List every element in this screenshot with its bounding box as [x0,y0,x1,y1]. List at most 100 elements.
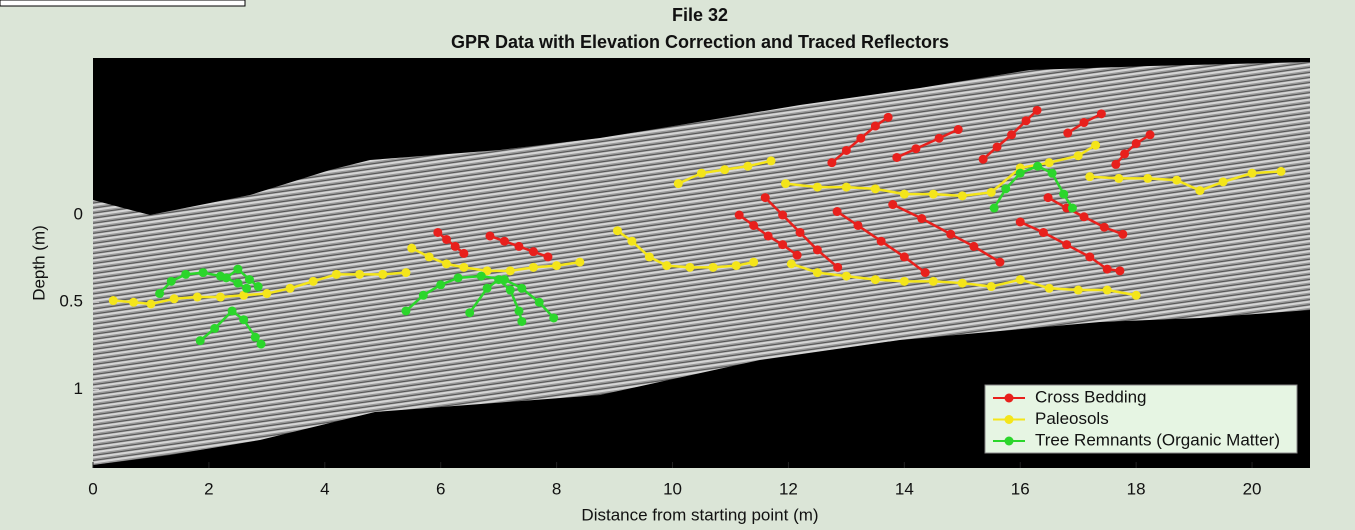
point [215,292,225,302]
point [1063,128,1073,138]
point [760,193,770,203]
point [1015,168,1025,178]
y-tick-label: 1 [74,379,83,398]
point [1131,290,1141,300]
point [812,182,822,192]
point [1015,217,1025,227]
point [743,161,753,171]
point [957,278,967,288]
point [986,282,996,292]
point [1067,203,1077,213]
point [181,269,191,279]
corner-box [0,0,246,7]
point [1001,184,1011,194]
point [505,266,515,276]
point [1143,173,1153,183]
point [253,282,263,292]
point [1247,168,1257,178]
point [552,261,562,271]
point [378,269,388,279]
point [129,297,139,307]
point [239,315,249,325]
point [720,165,730,175]
point [888,200,898,210]
point [549,313,559,323]
point [1033,161,1043,171]
chart-title: File 32 [672,5,728,25]
point [233,278,243,288]
point [832,207,842,217]
point [242,283,252,293]
point [1015,275,1025,285]
x-tick-label: 12 [779,479,798,498]
point [505,285,515,295]
chart-subtitle: GPR Data with Elevation Correction and T… [451,32,949,52]
point [221,273,231,283]
point [1062,240,1072,250]
point [870,275,880,285]
x-tick-label: 18 [1127,479,1146,498]
point [1007,130,1017,140]
point [841,145,851,155]
point [928,276,938,286]
x-tick-label: 20 [1243,479,1262,498]
point [517,283,527,293]
y-tick-label: 0.5 [59,292,83,311]
point [1079,118,1089,128]
point [166,276,176,286]
point [957,191,967,201]
point [1091,140,1101,150]
legend-marker [1004,415,1014,424]
legend-marker [1004,393,1014,403]
x-axis-label: Distance from starting point (m) [581,505,818,524]
point [969,241,979,251]
gpr-image [93,62,1310,465]
point [401,306,411,316]
point [1145,130,1155,140]
point [514,241,524,251]
point [644,252,654,262]
point [978,154,988,164]
point [853,220,863,230]
point [1021,116,1031,126]
legend-label: Paleosols [1035,409,1109,428]
point [883,112,893,122]
point [308,276,318,286]
point [195,336,205,346]
point [442,234,452,244]
point [256,339,266,349]
point [436,280,446,290]
point [169,294,179,304]
point [1172,175,1182,185]
point [575,257,585,267]
legend-marker [1004,436,1014,446]
point [708,262,718,272]
y-axis-label: Depth (m) [29,225,48,301]
point [1102,285,1112,295]
x-tick-label: 6 [436,479,445,498]
point [1131,138,1141,148]
point [285,283,295,293]
point [876,236,886,246]
point [827,158,837,168]
point [192,292,202,302]
point [433,227,443,237]
point [155,289,165,299]
legend-label: Tree Remnants (Organic Matter) [1035,430,1280,449]
point [1032,105,1042,115]
point [1111,159,1121,169]
point [763,231,773,241]
point [892,152,902,162]
point [1120,149,1130,159]
point [778,210,788,220]
point [198,268,208,278]
point [1044,158,1054,168]
legend-box [984,384,1298,454]
point [685,262,695,272]
point [1043,193,1053,203]
point [1276,166,1286,176]
point [841,271,851,281]
point [355,269,365,279]
point [1079,212,1089,222]
